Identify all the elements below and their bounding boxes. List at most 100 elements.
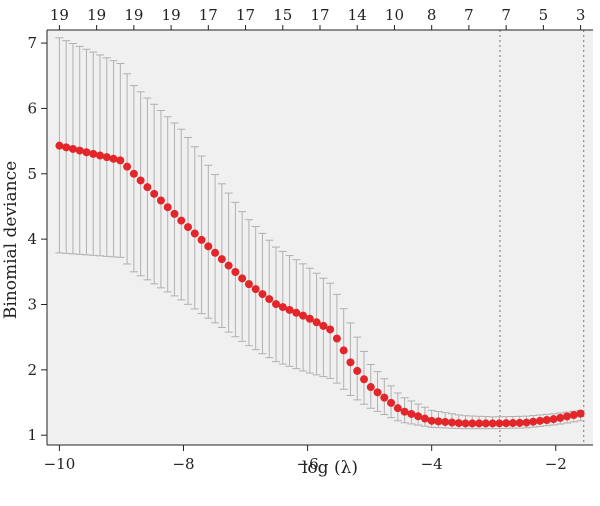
data-point [332,334,341,343]
y-tick-label: 2 [27,361,37,379]
x-axis-title: log (λ) [302,458,358,478]
data-point [366,383,375,392]
data-point [488,419,497,428]
data-point [82,148,91,157]
data-point [319,321,328,330]
x-tick-label: −2 [545,455,567,473]
data-point [156,196,165,205]
top-tick-label: 3 [576,6,586,24]
data-point [481,419,490,428]
data-point [55,141,64,150]
data-point [123,162,132,171]
data-point [184,223,193,232]
data-point [441,417,450,426]
data-point [420,414,429,423]
data-point [542,415,551,424]
data-point [238,274,247,283]
data-point [475,419,484,428]
data-point [305,314,314,323]
y-tick-label: 3 [27,295,37,313]
plot-area [47,30,593,445]
data-point [339,346,348,355]
data-point [373,388,382,397]
data-point [96,151,105,160]
data-point [380,393,389,402]
data-point [129,169,138,178]
data-point [502,419,511,428]
data-point [258,290,267,299]
top-tick-label: 14 [348,6,367,24]
data-point [231,267,240,276]
top-tick-label: 10 [385,6,404,24]
data-point [177,216,186,225]
data-point [569,411,578,420]
data-point [211,248,220,257]
data-point [170,209,179,218]
data-point [522,418,531,427]
data-point [468,419,477,428]
data-point [251,285,260,294]
data-point [68,144,77,153]
data-point [556,413,565,422]
data-point [454,419,463,428]
x-tick-label: −6 [297,455,319,473]
data-point [529,417,538,426]
x-tick-label: −4 [421,455,443,473]
data-point [359,375,368,384]
data-point [285,305,294,314]
data-point [434,417,443,426]
data-point [461,419,470,428]
x-tick-label: −8 [172,455,194,473]
y-tick-label: 4 [27,230,37,248]
top-tick-label: 19 [50,6,69,24]
y-tick-label: 5 [27,165,37,183]
top-tick-label: 7 [464,6,474,24]
data-point [197,235,206,244]
y-tick-label: 7 [27,34,37,52]
data-point [353,366,362,375]
top-tick-label: 8 [427,6,437,24]
top-tick-label: 17 [310,6,329,24]
data-point [109,154,118,163]
top-tick-label: 17 [199,6,218,24]
data-point [563,412,572,421]
data-point [508,419,517,428]
data-point [224,261,233,270]
data-point [102,153,111,162]
data-point [414,412,423,421]
data-point [535,416,544,425]
y-axis-title: Binomial deviance [1,161,21,319]
data-point [244,280,253,289]
data-point [272,300,281,309]
data-point [299,311,308,320]
top-tick-label: 19 [87,6,106,24]
data-point [312,318,321,327]
data-point [576,409,585,418]
data-point [265,295,274,304]
data-point [549,415,558,424]
top-tick-label: 15 [273,6,292,24]
data-point [190,229,199,238]
data-point [346,358,355,367]
data-point [217,255,226,264]
data-point [163,203,172,212]
data-point [143,183,152,192]
data-point [116,156,125,165]
data-point [326,325,335,334]
data-point [278,303,287,312]
top-tick-label: 5 [539,6,549,24]
top-tick-label: 19 [162,6,181,24]
data-point [393,404,402,413]
data-point [407,409,416,418]
data-point [150,189,159,198]
data-point [495,419,504,428]
data-point [136,176,145,185]
top-tick-label: 17 [236,6,255,24]
y-tick-label: 6 [27,99,37,117]
data-point [427,416,436,425]
x-tick-label: −10 [44,455,76,473]
data-point [292,308,301,317]
data-point [515,418,524,427]
top-tick-label: 7 [501,6,511,24]
data-point [75,146,84,155]
